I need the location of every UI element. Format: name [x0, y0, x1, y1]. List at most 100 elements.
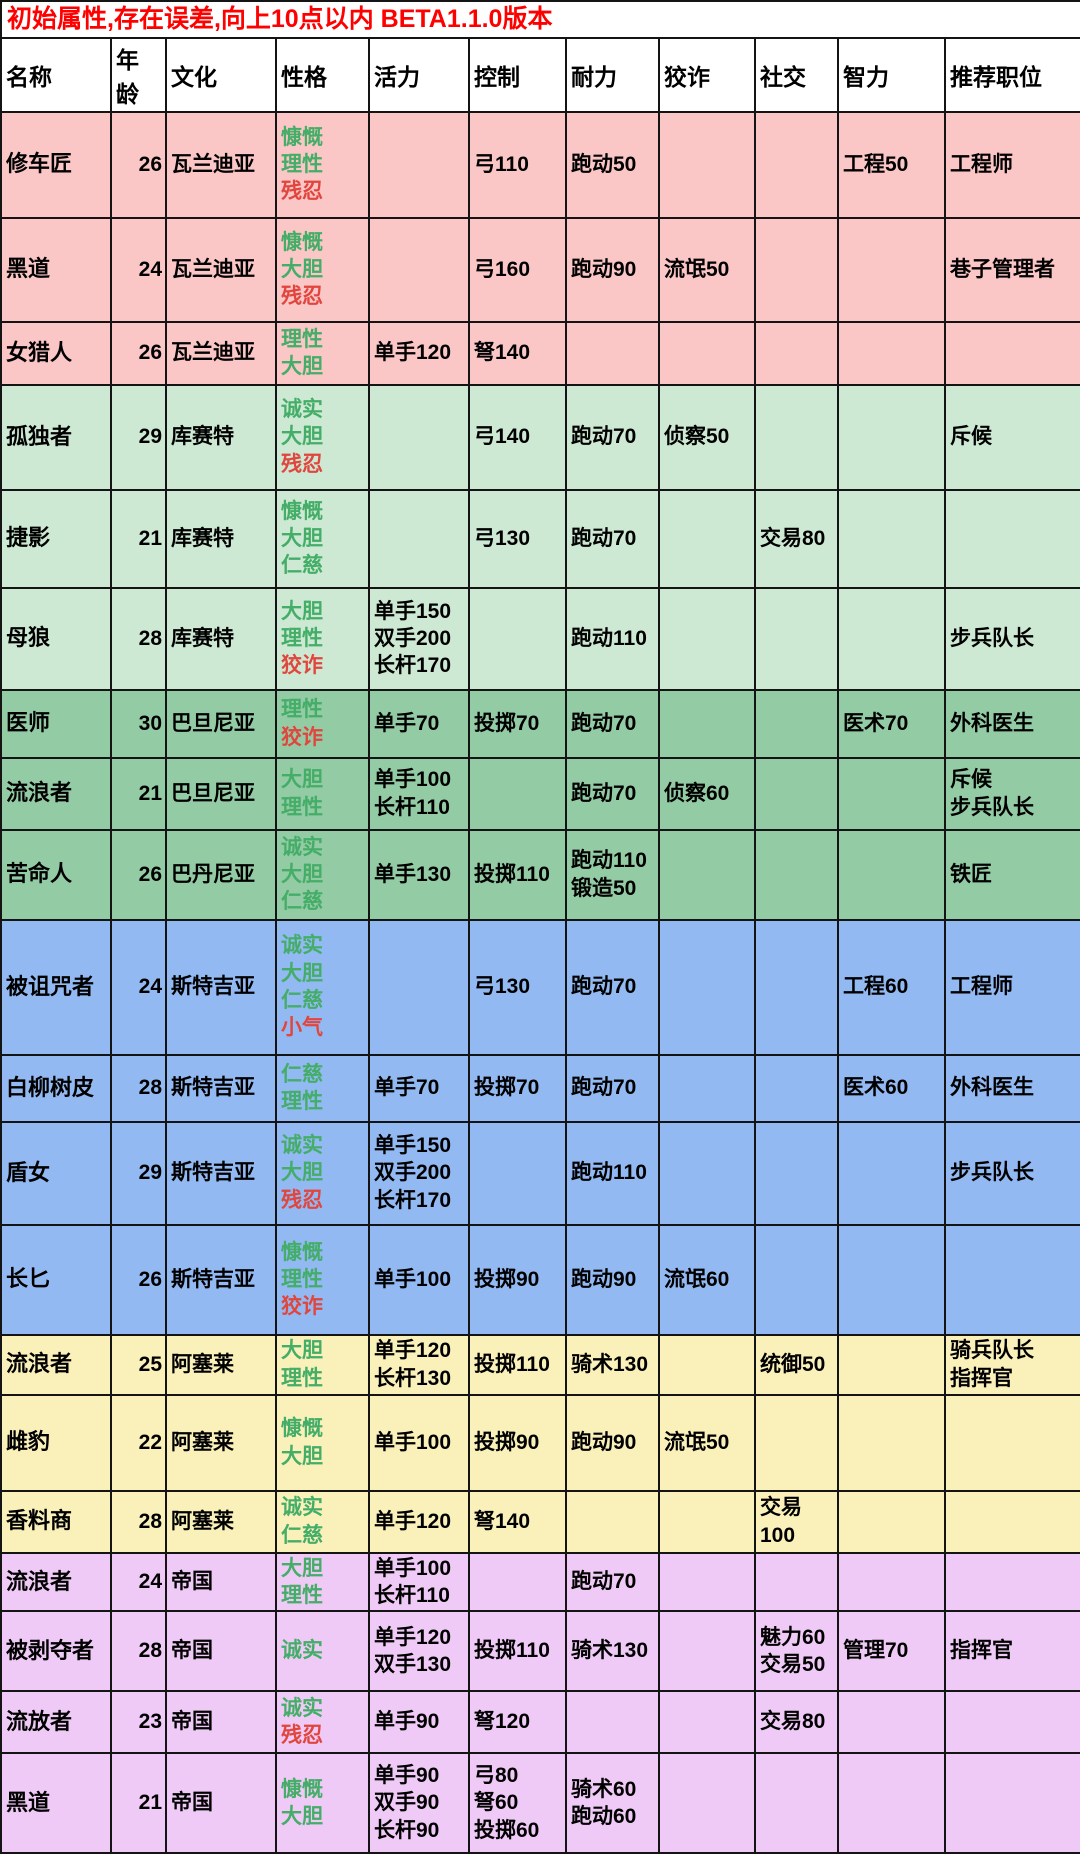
endurance-cell	[565, 320, 660, 386]
cunning-cell	[658, 828, 756, 921]
table-row: 雌豹 22 阿塞莱 慷慨 大胆 单手100 投掷90 跑动90 流氓50	[0, 1393, 1080, 1492]
culture-cell: 瓦兰迪亚	[165, 320, 277, 386]
traits-cell: 慷慨 理性 残忍	[275, 110, 370, 219]
intelligence-cell	[837, 1489, 946, 1554]
trait-label: 理性	[281, 1267, 323, 1291]
name-cell: 被诅咒者	[0, 918, 112, 1056]
table-row: 盾女 29 斯特吉亚 诚实 大胆 残忍 单手150 双手200 长杆170 跑动110 步兵队长	[0, 1120, 1080, 1226]
endurance-cell: 骑术130	[565, 1333, 660, 1396]
role-cell: 指挥官	[943, 1610, 1080, 1693]
trait-label: 狡诈	[281, 654, 323, 678]
age-cell: 29	[110, 1120, 167, 1226]
vigor-cell: 单手100 长杆110	[368, 756, 470, 831]
table-row: 流浪者 24 帝国 大胆 理性 单手100 长杆110 跑动70	[0, 1551, 1080, 1613]
trait-label: 理性	[281, 795, 323, 819]
role-cell: 步兵队长	[943, 1120, 1080, 1226]
intelligence-cell	[837, 1690, 946, 1755]
culture-cell: 瓦兰迪亚	[165, 110, 277, 219]
control-cell: 投掷110	[468, 828, 567, 921]
social-cell: 交易80	[754, 1690, 839, 1755]
control-cell	[468, 586, 567, 691]
intelligence-cell	[837, 1223, 946, 1336]
table-row: 香料商 28 阿塞莱 诚实 仁慈 单手120 弩140 交易100	[0, 1489, 1080, 1554]
trait-label: 慷慨	[281, 499, 323, 523]
traits-cell: 慷慨 大胆	[275, 1393, 370, 1492]
control-cell: 投掷110	[468, 1333, 567, 1396]
trait-label: 仁慈	[281, 890, 323, 914]
column-header: 年龄	[110, 36, 167, 113]
column-header: 耐力	[565, 36, 660, 113]
table-row: 医师 30 巴旦尼亚 理性 狡诈 单手70 投掷70 跑动70 医术70 外科医生	[0, 688, 1080, 759]
vigor-cell: 单手150 双手200 长杆170	[368, 1120, 470, 1226]
cunning-cell	[658, 320, 756, 386]
traits-cell: 慷慨 大胆	[275, 1752, 370, 1854]
intelligence-cell	[837, 488, 946, 589]
traits-cell: 诚实 残忍	[275, 1690, 370, 1755]
social-cell	[754, 1551, 839, 1613]
age-cell: 24	[110, 1551, 167, 1613]
trait-label: 大胆	[281, 1444, 323, 1468]
culture-cell: 巴丹尼亚	[165, 828, 277, 921]
cunning-cell	[658, 1551, 756, 1613]
table-row: 白柳树皮 28 斯特吉亚 仁慈 理性 单手70 投掷70 跑动70 医术60 外科医生	[0, 1053, 1080, 1123]
cunning-cell	[658, 688, 756, 759]
cunning-cell	[658, 586, 756, 691]
table-row: 流放者 23 帝国 诚实 残忍 单手90 弩120 交易80	[0, 1690, 1080, 1755]
role-cell	[943, 1223, 1080, 1336]
traits-cell: 理性 大胆	[275, 320, 370, 386]
table-row: 流浪者 25 阿塞莱 大胆 理性 单手120 长杆130 投掷110 骑术130 统御50 骑兵队长…	[0, 1333, 1080, 1396]
column-header: 名称	[0, 36, 112, 113]
trait-label: 仁慈	[281, 989, 323, 1012]
trait-label: 诚实	[281, 1134, 323, 1158]
age-cell: 26	[110, 320, 167, 386]
table-row: 流浪者 21 巴旦尼亚 大胆 理性 单手100 长杆110 跑动70 侦察60 斥候 步兵队长	[0, 756, 1080, 831]
traits-cell: 慷慨 大胆 仁慈	[275, 488, 370, 589]
social-cell	[754, 918, 839, 1056]
role-cell	[943, 1752, 1080, 1854]
intelligence-cell	[837, 216, 946, 323]
trait-label: 大胆	[281, 1339, 323, 1363]
trait-label: 理性	[281, 626, 323, 650]
column-header: 智力	[837, 36, 946, 113]
role-cell	[943, 1690, 1080, 1755]
endurance-cell: 跑动110 锻造50	[565, 828, 660, 921]
endurance-cell: 跑动90	[565, 216, 660, 323]
vigor-cell: 单手70	[368, 688, 470, 759]
vigor-cell: 单手100	[368, 1393, 470, 1492]
intelligence-cell	[837, 383, 946, 491]
culture-cell: 阿塞莱	[165, 1489, 277, 1554]
social-cell	[754, 1053, 839, 1123]
endurance-cell: 跑动70	[565, 1053, 660, 1123]
age-cell: 24	[110, 918, 167, 1056]
trait-label: 诚实	[281, 398, 323, 422]
endurance-cell: 跑动90	[565, 1223, 660, 1336]
culture-cell: 阿塞莱	[165, 1333, 277, 1396]
culture-cell: 斯特吉亚	[165, 918, 277, 1056]
trait-label: 大胆	[281, 961, 323, 985]
trait-label: 慷慨	[281, 230, 323, 254]
vigor-cell	[368, 216, 470, 323]
trait-label: 理性	[281, 327, 323, 351]
vigor-cell: 单手100	[368, 1223, 470, 1336]
social-cell	[754, 216, 839, 323]
control-cell: 弓130	[468, 488, 567, 589]
trait-label: 仁慈	[281, 1523, 323, 1547]
cunning-cell: 流氓50	[658, 216, 756, 323]
table-row: 长匕 26 斯特吉亚 慷慨 理性 狡诈 单手100 投掷90 跑动90 流氓60	[0, 1223, 1080, 1336]
endurance-cell: 跑动90	[565, 1393, 660, 1492]
trait-label: 大胆	[281, 1805, 323, 1829]
column-header: 狡诈	[658, 36, 756, 113]
role-cell	[943, 1489, 1080, 1554]
control-cell: 投掷70	[468, 688, 567, 759]
control-cell: 投掷70	[468, 1053, 567, 1123]
intelligence-cell	[837, 828, 946, 921]
table-row: 黑道 21 帝国 慷慨 大胆 单手90 双手90 长杆90 弓80 弩60 投掷60 骑术60 跑动60	[0, 1752, 1080, 1854]
cunning-cell	[658, 918, 756, 1056]
intelligence-cell	[837, 1551, 946, 1613]
traits-cell: 慷慨 大胆 残忍	[275, 216, 370, 323]
trait-label: 狡诈	[281, 1295, 323, 1319]
endurance-cell: 骑术60 跑动60	[565, 1752, 660, 1854]
intelligence-cell: 医术70	[837, 688, 946, 759]
control-cell: 弩140	[468, 320, 567, 386]
